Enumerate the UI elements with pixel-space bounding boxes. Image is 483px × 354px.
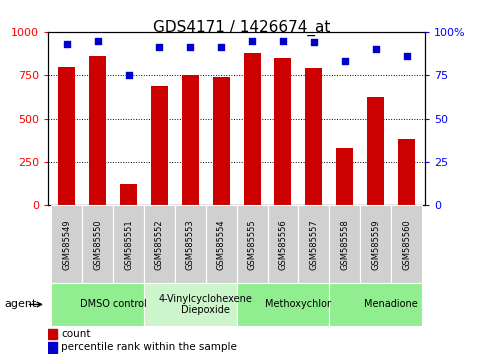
Bar	[274, 58, 291, 205]
Bar	[151, 86, 168, 205]
Bar	[182, 75, 199, 205]
Point	[403, 53, 411, 59]
Point	[310, 39, 318, 45]
Text: GSM585558: GSM585558	[340, 219, 349, 270]
Text: GSM585554: GSM585554	[217, 219, 226, 270]
Text: GSM585553: GSM585553	[186, 219, 195, 270]
Bar	[367, 97, 384, 205]
Point	[279, 38, 287, 44]
Text: count: count	[61, 329, 91, 339]
Bar	[329, 205, 360, 283]
Text: GSM585550: GSM585550	[93, 219, 102, 270]
Point	[63, 41, 71, 47]
Point	[248, 38, 256, 44]
Text: GSM585552: GSM585552	[155, 219, 164, 270]
Point	[217, 45, 225, 50]
Bar	[120, 184, 137, 205]
Point	[341, 58, 349, 64]
Text: Methoxychlor: Methoxychlor	[266, 299, 331, 309]
Bar	[175, 205, 206, 283]
Text: GDS4171 / 1426674_at: GDS4171 / 1426674_at	[153, 19, 330, 36]
Text: DMSO control: DMSO control	[80, 299, 146, 309]
Bar	[144, 283, 237, 326]
Bar	[113, 205, 144, 283]
Bar	[243, 53, 261, 205]
Bar	[82, 205, 113, 283]
Point	[186, 45, 194, 50]
Point	[125, 73, 132, 78]
Bar	[48, 342, 57, 353]
Bar	[336, 148, 353, 205]
Bar	[305, 68, 322, 205]
Text: agent: agent	[5, 299, 37, 309]
Text: Menadione: Menadione	[364, 299, 418, 309]
Bar	[48, 329, 57, 339]
Bar	[237, 283, 329, 326]
Bar	[391, 205, 422, 283]
Bar	[398, 139, 415, 205]
Text: GSM585551: GSM585551	[124, 219, 133, 270]
Text: GSM585549: GSM585549	[62, 219, 71, 270]
Text: GSM585559: GSM585559	[371, 219, 380, 270]
Text: 4-Vinylcyclohexene
Diepoxide: 4-Vinylcyclohexene Diepoxide	[159, 293, 253, 315]
Text: GSM585557: GSM585557	[310, 219, 318, 270]
Text: percentile rank within the sample: percentile rank within the sample	[61, 342, 237, 352]
Point	[156, 45, 163, 50]
Bar	[237, 205, 268, 283]
Point	[94, 38, 101, 44]
Text: GSM585560: GSM585560	[402, 219, 411, 270]
Text: GSM585555: GSM585555	[248, 219, 256, 270]
Text: GSM585556: GSM585556	[279, 219, 287, 270]
Bar	[51, 283, 144, 326]
Bar	[329, 283, 422, 326]
Point	[372, 46, 380, 52]
Bar	[89, 56, 106, 205]
Bar	[360, 205, 391, 283]
Bar	[268, 205, 298, 283]
Bar	[213, 77, 230, 205]
Bar	[298, 205, 329, 283]
Bar	[206, 205, 237, 283]
Bar	[144, 205, 175, 283]
Bar	[51, 205, 82, 283]
Bar	[58, 67, 75, 205]
